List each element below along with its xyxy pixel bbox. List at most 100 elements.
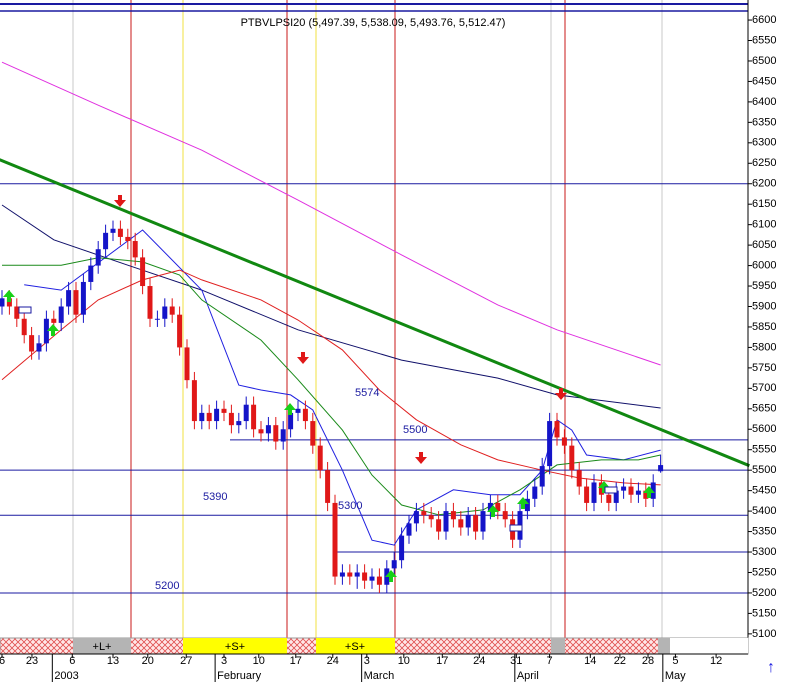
- x-tick-label: 5: [672, 655, 678, 667]
- y-tick-label: 6550: [752, 34, 776, 46]
- level-label: 5574: [355, 387, 379, 399]
- signal-label: +S+: [345, 641, 365, 653]
- buy-arrow: [3, 290, 15, 302]
- candle-body: [561, 437, 567, 446]
- candle-body: [354, 572, 360, 577]
- buy-arrow: [598, 481, 610, 493]
- marker-box: [18, 306, 32, 314]
- x-tick-label: 3: [221, 655, 227, 667]
- candle-body: [413, 511, 419, 524]
- candle-body: [236, 421, 242, 426]
- indicator-line: [1, 269, 661, 486]
- indicator-line: [1, 61, 661, 366]
- candle-body: [302, 408, 308, 422]
- y-tick-label: 5550: [752, 444, 776, 456]
- month-label: May: [665, 670, 686, 682]
- candle-body: [391, 560, 397, 569]
- signal-label: +L+: [93, 641, 112, 653]
- candle-body: [428, 515, 434, 520]
- x-tick-label: 24: [473, 655, 485, 667]
- candle-body: [273, 425, 279, 442]
- candle-body: [117, 228, 123, 237]
- candle-body: [576, 470, 582, 487]
- candle-body: [154, 318, 160, 320]
- candle-body: [658, 465, 664, 472]
- candle-body: [650, 482, 656, 499]
- signal-label: +S+: [225, 641, 245, 653]
- buy-arrow: [643, 486, 655, 498]
- candle-body: [399, 535, 405, 561]
- candle-body: [325, 470, 331, 503]
- candle-body: [162, 306, 168, 319]
- candle-body: [21, 318, 27, 336]
- sell-arrow: [415, 452, 427, 464]
- candle-body: [480, 511, 486, 532]
- candle-body: [125, 236, 131, 242]
- buy-arrow: [385, 570, 397, 582]
- y-tick-label: 5150: [752, 607, 776, 619]
- candle-body: [450, 511, 456, 520]
- y-tick-label: 5800: [752, 341, 776, 353]
- candle-body: [243, 404, 249, 422]
- level-label: 5390: [203, 491, 227, 503]
- x-tick-label: 14: [584, 655, 596, 667]
- scroll-button[interactable]: ↑: [767, 659, 775, 676]
- candle-body: [347, 572, 353, 577]
- indicator-line: [1, 204, 661, 409]
- candle-body: [6, 298, 12, 307]
- candle-body: [228, 412, 234, 426]
- y-tick-label: 5200: [752, 587, 776, 599]
- candle-body: [80, 281, 86, 315]
- y-tick-label: 6450: [752, 75, 776, 87]
- sell-arrow: [297, 352, 309, 364]
- candle-body: [258, 429, 264, 434]
- y-tick-label: 5850: [752, 321, 776, 333]
- candle-body: [43, 318, 49, 344]
- candle-body: [66, 290, 72, 307]
- candle-body: [554, 421, 560, 438]
- x-tick-label: 17: [290, 655, 302, 667]
- y-tick-label: 6000: [752, 259, 776, 271]
- x-tick-label: 28: [642, 655, 654, 667]
- candle-body: [369, 576, 375, 581]
- sell-arrow: [555, 388, 567, 400]
- y-tick-label: 5950: [752, 280, 776, 292]
- candle-body: [406, 523, 412, 536]
- x-tick-label: 10: [398, 655, 410, 667]
- marker-box: [509, 524, 523, 532]
- x-tick-label: 27: [180, 655, 192, 667]
- candle-body: [473, 515, 479, 532]
- y-tick-label: 6050: [752, 239, 776, 251]
- candle-body: [621, 486, 627, 491]
- candle-body: [184, 347, 190, 381]
- y-tick-label: 6200: [752, 178, 776, 190]
- buy-arrow: [487, 505, 499, 517]
- y-tick-label: 5400: [752, 505, 776, 517]
- candle-body: [598, 482, 604, 495]
- x-tick-label: 6: [0, 655, 5, 667]
- level-label: 5300: [338, 500, 362, 512]
- candle-body: [29, 335, 35, 352]
- candle-body: [591, 482, 597, 503]
- x-tick-label: 7: [547, 655, 553, 667]
- y-tick-label: 6300: [752, 137, 776, 149]
- month-label: 2003: [54, 670, 78, 682]
- candle-body: [265, 425, 271, 434]
- y-tick-label: 5250: [752, 566, 776, 578]
- candle-body: [584, 486, 590, 503]
- level-label: 5200: [155, 580, 179, 592]
- plot: [0, 61, 750, 594]
- y-tick-label: 5700: [752, 382, 776, 394]
- x-tick-label: 22: [614, 655, 626, 667]
- candle-body: [110, 228, 116, 233]
- candle-body: [51, 318, 57, 323]
- indicator-line: [24, 229, 661, 546]
- x-tick-label: 24: [327, 655, 339, 667]
- candle-body: [332, 502, 338, 577]
- candle-body: [606, 494, 612, 503]
- y-tick-label: 5650: [752, 403, 776, 415]
- x-tick-label: 23: [26, 655, 38, 667]
- chart-title: PTBVLPSI20 (5,497.39, 5,538.09, 5,493.76…: [241, 17, 506, 29]
